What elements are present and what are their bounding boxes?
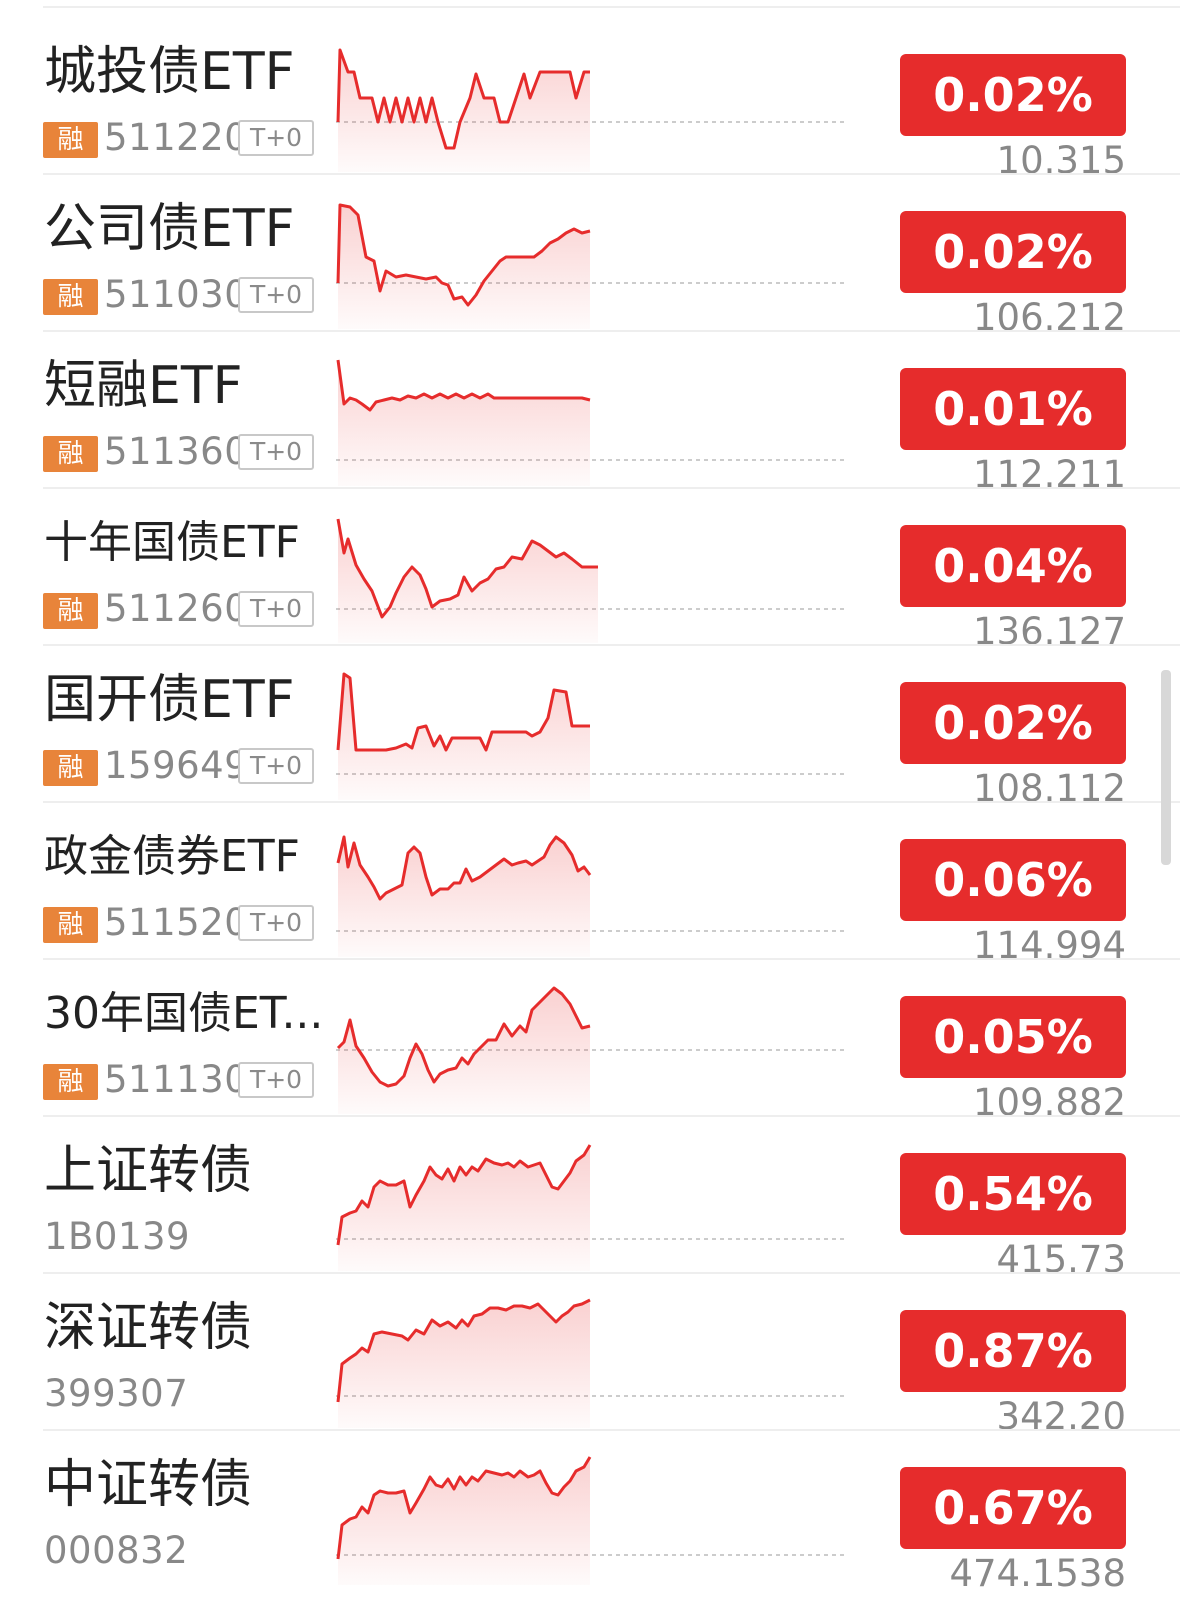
change-percent-button[interactable]: 0.67% bbox=[900, 1467, 1126, 1549]
change-percent-button[interactable]: 0.02% bbox=[900, 682, 1126, 764]
index-name: 中证转债 bbox=[44, 1455, 253, 1515]
margin-tag: 融 bbox=[43, 122, 98, 158]
fund-code: 511520 bbox=[104, 901, 249, 944]
fund-name: 城投债ETF bbox=[44, 42, 295, 102]
t0-tag: T+0 bbox=[238, 120, 314, 156]
fund-code: 511220 bbox=[104, 116, 249, 159]
intraday-sparkline bbox=[336, 672, 844, 800]
margin-tag: 融 bbox=[43, 279, 98, 315]
row-divider bbox=[43, 958, 1180, 960]
last-price: 474.1538 bbox=[949, 1552, 1126, 1595]
margin-tag: 融 bbox=[43, 1064, 98, 1100]
t0-tag: T+0 bbox=[238, 277, 314, 313]
intraday-sparkline bbox=[336, 359, 844, 486]
fund-code: 159649 bbox=[104, 744, 249, 787]
intraday-sparkline bbox=[336, 203, 844, 329]
list-item[interactable]: 政金债券ETF 融 511520 T+0 0.06% 114.994 bbox=[0, 803, 1180, 967]
row-divider bbox=[43, 487, 1180, 489]
margin-tag: 融 bbox=[43, 907, 98, 943]
t0-tag: T+0 bbox=[238, 434, 314, 470]
change-percent-button[interactable]: 0.04% bbox=[900, 525, 1126, 607]
list-item[interactable]: 深证转债 399307 0.87% 342.20 bbox=[0, 1274, 1180, 1438]
intraday-sparkline bbox=[336, 1298, 844, 1428]
list-item[interactable]: 中证转债 000832 0.67% 474.1538 bbox=[0, 1431, 1180, 1595]
margin-tag: 融 bbox=[43, 593, 98, 629]
list-item[interactable]: 公司债ETF 融 511030 T+0 0.02% 106.212 bbox=[0, 175, 1180, 339]
list-item[interactable]: 30年国债ET... 融 511130 T+0 0.05% 109.882 bbox=[0, 960, 1180, 1124]
row-divider bbox=[43, 644, 1180, 646]
fund-code: 511130 bbox=[104, 1058, 249, 1101]
change-percent-button[interactable]: 0.02% bbox=[900, 211, 1126, 293]
list-item[interactable]: 国开债ETF 融 159649 T+0 0.02% 108.112 bbox=[0, 646, 1180, 810]
intraday-sparkline bbox=[336, 1144, 844, 1271]
change-percent-button[interactable]: 0.01% bbox=[900, 368, 1126, 450]
row-divider bbox=[43, 801, 1180, 803]
fund-code: 511360 bbox=[104, 430, 249, 473]
intraday-sparkline bbox=[336, 835, 844, 957]
change-percent-button[interactable]: 0.06% bbox=[900, 839, 1126, 921]
list-item[interactable]: 十年国债ETF 融 511260 T+0 0.04% 136.127 bbox=[0, 489, 1180, 653]
index-name: 深证转债 bbox=[44, 1298, 253, 1358]
fund-name: 国开债ETF bbox=[44, 670, 295, 730]
top-divider bbox=[43, 6, 1180, 8]
change-percent-button[interactable]: 0.05% bbox=[900, 996, 1126, 1078]
fund-name: 十年国债ETF bbox=[44, 517, 300, 568]
change-percent-button[interactable]: 0.54% bbox=[900, 1153, 1126, 1235]
intraday-sparkline bbox=[336, 986, 844, 1114]
row-divider bbox=[43, 1272, 1180, 1274]
margin-tag: 融 bbox=[43, 750, 98, 786]
list-item[interactable]: 城投债ETF 融 511220 T+0 0.02% 10.315 bbox=[0, 18, 1180, 182]
row-divider bbox=[43, 1115, 1180, 1117]
index-code: 1B0139 bbox=[44, 1215, 191, 1258]
list-item[interactable]: 短融ETF 融 511360 T+0 0.01% 112.211 bbox=[0, 332, 1180, 496]
intraday-sparkline bbox=[336, 518, 844, 643]
intraday-sparkline bbox=[336, 1456, 844, 1585]
index-code: 000832 bbox=[44, 1529, 189, 1572]
fund-name: 短融ETF bbox=[44, 356, 243, 416]
fund-name: 公司债ETF bbox=[44, 199, 295, 259]
row-divider bbox=[43, 173, 1180, 175]
row-divider bbox=[43, 1429, 1180, 1431]
fund-code: 511260 bbox=[104, 587, 249, 630]
t0-tag: T+0 bbox=[238, 905, 314, 941]
t0-tag: T+0 bbox=[238, 748, 314, 784]
t0-tag: T+0 bbox=[238, 591, 314, 627]
index-name: 上证转债 bbox=[44, 1141, 253, 1201]
list-item[interactable]: 上证转债 1B0139 0.54% 415.73 bbox=[0, 1117, 1180, 1281]
margin-tag: 融 bbox=[43, 436, 98, 472]
fund-name: 30年国债ET... bbox=[44, 988, 324, 1039]
change-percent-button[interactable]: 0.02% bbox=[900, 54, 1126, 136]
fund-code: 511030 bbox=[104, 273, 249, 316]
change-percent-button[interactable]: 0.87% bbox=[900, 1310, 1126, 1392]
index-code: 399307 bbox=[44, 1372, 189, 1415]
intraday-sparkline bbox=[336, 48, 844, 172]
t0-tag: T+0 bbox=[238, 1062, 314, 1098]
scrollbar-thumb[interactable] bbox=[1161, 670, 1171, 865]
fund-name: 政金债券ETF bbox=[44, 831, 300, 882]
row-divider bbox=[43, 330, 1180, 332]
